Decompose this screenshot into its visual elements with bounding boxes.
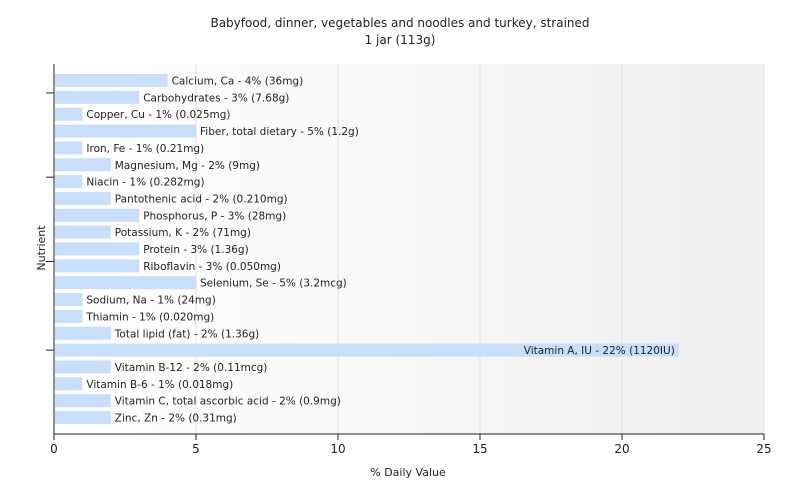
bar-label: Protein - 3% (1.36g) — [143, 244, 249, 256]
bar — [55, 343, 679, 357]
bar — [55, 309, 83, 323]
bar — [55, 90, 140, 104]
bar-label: Vitamin B-6 - 1% (0.018mg) — [86, 379, 233, 391]
bar — [55, 360, 111, 374]
bar — [55, 175, 83, 189]
bar — [55, 191, 111, 205]
chart-title: Babyfood, dinner, vegetables and noodles… — [210, 16, 589, 30]
bar-label: Pantothenic acid - 2% (0.210mg) — [115, 193, 288, 205]
x-tick-label: 25 — [756, 442, 771, 456]
chart-subtitle: 1 jar (113g) — [365, 33, 436, 47]
bar — [55, 74, 168, 87]
bar — [55, 158, 111, 172]
bar-label: Iron, Fe - 1% (0.21mg) — [86, 143, 204, 155]
bars: Calcium, Ca - 4% (36mg) Carbohydrates - 3… — [55, 74, 679, 425]
x-tick-label: 0 — [50, 442, 58, 456]
bar-label: Phosphorus, P - 3% (28mg) — [143, 210, 286, 222]
x-axis-title: % Daily Value — [370, 466, 446, 479]
bar — [55, 326, 111, 340]
bar — [55, 293, 83, 307]
y-axis-title: Nutrient — [35, 225, 48, 271]
bar-label: Zinc, Zn - 2% (0.31mg) — [115, 413, 237, 425]
bar — [55, 276, 196, 290]
bar-label: Fiber, total dietary - 5% (1.2g) — [200, 126, 359, 138]
bar — [55, 208, 140, 222]
bar-label: Potassium, K - 2% (71mg) — [115, 227, 251, 239]
bar — [55, 259, 140, 273]
bar-label: Riboflavin - 3% (0.050mg) — [143, 261, 281, 273]
bar-label: Sodium, Na - 1% (24mg) — [86, 295, 215, 307]
bar — [55, 107, 83, 121]
bar — [55, 394, 111, 408]
bar-label: Carbohydrates - 3% (7.68g) — [143, 92, 289, 104]
bar — [55, 124, 196, 138]
bar-label: Calcium, Ca - 4% (36mg) — [172, 76, 304, 88]
bar — [55, 225, 111, 239]
bar-label: Copper, Cu - 1% (0.025mg) — [86, 109, 230, 121]
x-tick-label: 5 — [192, 442, 200, 456]
bar — [55, 242, 140, 256]
x-tick-label: 10 — [330, 442, 345, 456]
bar-label: Niacin - 1% (0.282mg) — [86, 177, 204, 189]
bar-label: Magnesium, Mg - 2% (9mg) — [115, 160, 260, 172]
bar-label: Vitamin A, IU - 22% (1120IU) — [524, 345, 675, 357]
bar-label: Selenium, Se - 5% (3.2mcg) — [200, 278, 347, 290]
bar-label: Vitamin B-12 - 2% (0.11mcg) — [115, 362, 268, 374]
bar — [55, 141, 83, 155]
x-tick-label: 15 — [472, 442, 487, 456]
bar-label: Total lipid (fat) - 2% (1.36g) — [114, 328, 259, 340]
bar-label: Thiamin - 1% (0.020mg) — [85, 311, 214, 323]
x-tick-label: 20 — [614, 442, 629, 456]
bar — [55, 377, 83, 391]
bar — [55, 411, 111, 424]
bar-label: Vitamin C, total ascorbic acid - 2% (0.9… — [115, 396, 341, 408]
axes: 0 5 10 15 20 25 — [46, 64, 772, 456]
